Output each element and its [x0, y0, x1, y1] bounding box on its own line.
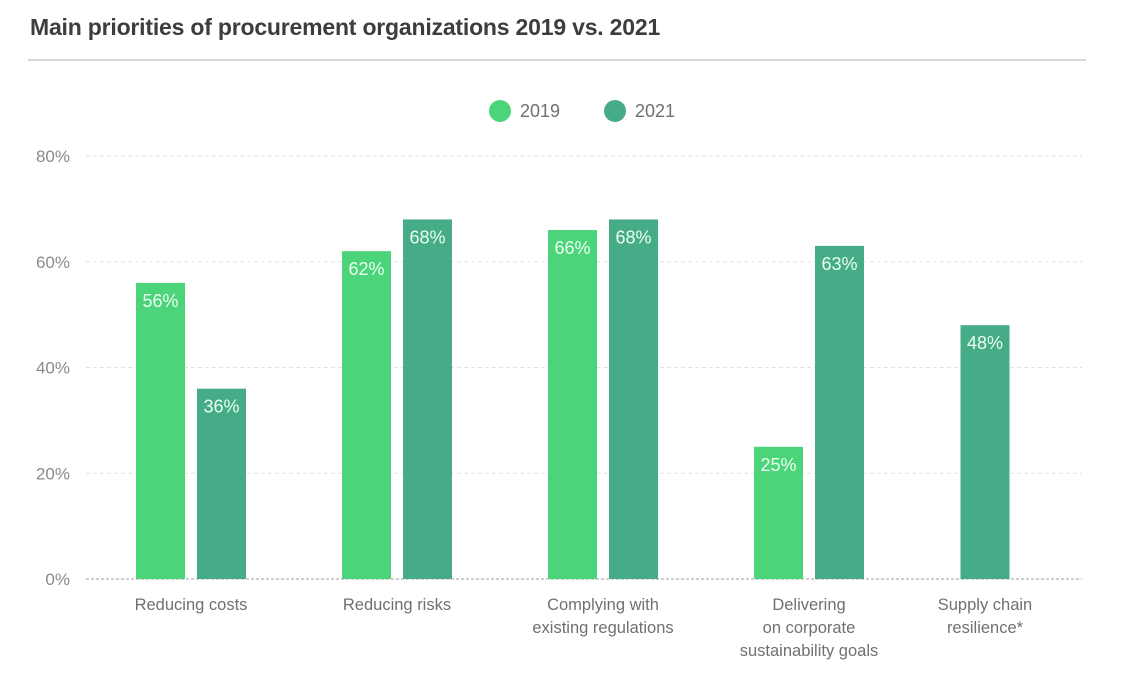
- x-category-label: on corporate: [763, 619, 856, 637]
- y-tick-label: 60%: [36, 253, 70, 272]
- bar-2021: [197, 388, 246, 579]
- bar-2021: [609, 219, 658, 579]
- data-label: 25%: [760, 455, 796, 475]
- data-label: 36%: [203, 397, 239, 417]
- y-tick-label: 40%: [36, 359, 70, 378]
- x-category-label: Reducing costs: [135, 596, 248, 614]
- legend: 2019 2021: [0, 100, 1138, 122]
- data-label: 63%: [821, 254, 857, 274]
- legend-label-2021: 2021: [635, 100, 676, 121]
- bar-2021: [403, 219, 452, 579]
- x-category-label: Delivering: [772, 596, 845, 614]
- legend-swatch-2021: [604, 100, 626, 122]
- data-label: 48%: [967, 333, 1003, 353]
- title-divider: [28, 59, 1086, 61]
- bar-2019: [136, 282, 185, 579]
- bar-2021: [815, 245, 864, 579]
- bar-2019: [548, 230, 597, 579]
- x-category-label: Complying with: [547, 596, 659, 614]
- bar-2021: [960, 325, 1010, 579]
- legend-swatch-2019: [488, 100, 511, 122]
- x-category-label: resilience*: [947, 619, 1024, 637]
- bar-2019: [754, 446, 803, 579]
- y-tick-label: 20%: [36, 464, 70, 483]
- x-category-label: existing regulations: [532, 619, 673, 637]
- data-label: 62%: [348, 259, 384, 279]
- legend-item-2019: 2019: [488, 100, 560, 122]
- data-label: 68%: [409, 227, 445, 247]
- x-category-label: sustainability goals: [740, 642, 879, 660]
- data-label: 68%: [615, 227, 651, 247]
- legend-item-2021: 2021: [604, 100, 675, 122]
- x-category-label: Reducing risks: [343, 596, 451, 614]
- chart-title: Main priorities of procurement organizat…: [30, 14, 661, 40]
- data-label: 56%: [142, 291, 178, 311]
- legend-label-2019: 2019: [519, 100, 560, 121]
- y-tick-label: 0%: [45, 570, 70, 589]
- bar-2019: [342, 251, 391, 580]
- x-category-label: Supply chain: [938, 596, 1032, 614]
- y-tick-label: 80%: [36, 147, 70, 166]
- data-label: 66%: [554, 238, 590, 258]
